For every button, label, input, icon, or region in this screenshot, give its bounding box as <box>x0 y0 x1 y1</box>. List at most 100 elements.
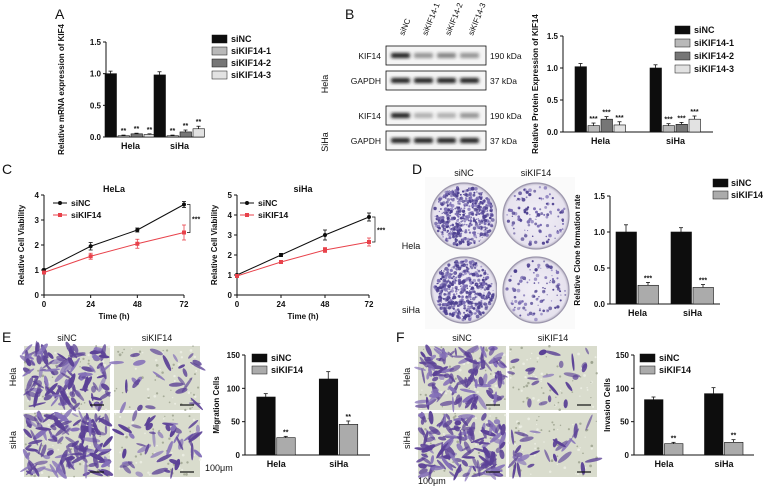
f-bar <box>644 399 664 456</box>
c1-series-line <box>43 204 185 271</box>
panel-a-mrna-chart: 0.0 0.5 1.0 1.5 Relative mRNA expression of … <box>57 24 271 155</box>
d-hela-sinc-colonies <box>433 186 495 247</box>
f-col-label: siKIF14 <box>538 333 569 343</box>
d-legend-swatch <box>712 178 729 188</box>
e-col-label: siNC <box>57 333 77 343</box>
f-legend-label: siKIF14 <box>659 365 691 375</box>
a-bar <box>130 133 143 138</box>
c1-y-axis-label: Relative Cell Viability <box>17 204 26 285</box>
f-y-axis-label: Invasion Cells <box>603 378 612 432</box>
d-bar <box>615 231 637 305</box>
panel-letter-f: F <box>396 329 405 345</box>
a-legend-label: siKIF14-3 <box>231 70 271 80</box>
c2-title: siHa <box>293 184 313 194</box>
c2-series-line <box>236 241 370 277</box>
e-bar <box>276 437 296 456</box>
a-significance: ** <box>134 126 140 133</box>
d-row-label: siHa <box>402 305 420 315</box>
panel-b-protein-chart: 0.0 0.5 1.0 1.5 Relative Protein Expression … <box>531 14 734 154</box>
c1-x-tick-label: 72 <box>180 300 189 309</box>
c2-y-axis-label: Relative Cell Viability <box>210 204 219 285</box>
f-scale-label: 100μm <box>418 476 446 486</box>
c1-series-line <box>43 232 185 273</box>
b-hela-band <box>391 78 410 83</box>
f-legend-swatch <box>639 353 656 363</box>
c2-point <box>279 253 283 257</box>
b-y-tick-label: 0.5 <box>547 96 559 105</box>
b-significance: *** <box>615 115 623 122</box>
c2-point <box>323 248 327 252</box>
c1-sig-bracket <box>187 204 191 233</box>
c1-point <box>88 254 93 259</box>
a-y-tick-label: 1.0 <box>90 70 102 79</box>
b-lane-label: siKIF14-3 <box>467 1 488 37</box>
d-col-label: siKIF14 <box>521 168 552 178</box>
panel-d-clone-chart: 0.0 0.5 1.0 1.5 Relative Clone formation rat… <box>573 178 763 318</box>
c2-x-tick-label: 72 <box>365 300 374 309</box>
b-bar <box>662 125 675 133</box>
b-siha-band <box>460 113 479 118</box>
c1-y-tick-label: 2 <box>35 241 40 250</box>
e-legend-label: siNC <box>271 353 292 363</box>
e-legend-swatch <box>251 353 268 363</box>
f-bar <box>664 443 684 456</box>
d-category-label: Hela <box>628 308 648 318</box>
d-hela-sikif14-colonies <box>506 186 566 246</box>
e-row-label: siHa <box>8 431 18 449</box>
panel-c-hela-viability-chart: 0 1 2 3 4 0 24 48 72 Time (h) Relative Cell Viabil… <box>17 184 200 321</box>
a-legend-label: siKIF14-1 <box>231 46 271 56</box>
c2-point <box>279 260 283 264</box>
a-bar <box>153 74 166 138</box>
f-siha-sinc-cells <box>414 410 506 482</box>
e-legend-swatch <box>251 365 268 375</box>
b-siha-protein-label: KIF14 <box>358 111 381 121</box>
b-siha-band <box>414 138 433 143</box>
e-row-label: Hela <box>8 368 18 387</box>
c1-legend-marker <box>58 213 62 217</box>
b-siha-band <box>437 113 456 118</box>
b-hela-label: Hela <box>320 75 330 94</box>
b-hela-band <box>460 53 479 58</box>
b-legend-swatch <box>674 38 691 48</box>
e-legend-label: siKIF14 <box>271 365 303 375</box>
c1-legend-label: siKIF14 <box>71 210 102 220</box>
c1-point <box>182 202 186 207</box>
panel-d-colony-images: siNC siKIF14 Hela siHa <box>402 168 575 329</box>
b-legend-label: siKIF14-3 <box>694 64 734 74</box>
c2-y-tick-label: 5 <box>228 191 233 200</box>
b-bar <box>675 124 688 133</box>
a-legend-label: siNC <box>231 34 252 44</box>
d-y-tick-label: 0.5 <box>594 264 606 273</box>
c1-legend-marker <box>58 201 62 205</box>
b-siha-band <box>437 138 456 143</box>
e-scale-label: 100μm <box>205 463 233 473</box>
a-bar <box>179 131 192 138</box>
b-legend-swatch <box>674 51 691 61</box>
b-bar <box>574 66 587 133</box>
b-hela-blot-frame <box>385 70 487 91</box>
b-siha-band <box>460 138 479 143</box>
b-legend-label: siKIF14-2 <box>694 51 734 61</box>
b-lane-label: siNC <box>398 17 413 37</box>
c2-sig-bracket <box>372 216 376 243</box>
b-siha-blot-frame <box>385 130 487 151</box>
a-significance: ** <box>183 123 189 130</box>
f-hela-sikif14-field <box>509 346 597 410</box>
c2-x-axis-label: Time (h) <box>288 312 319 321</box>
a-significance: ** <box>147 127 153 134</box>
e-bar <box>338 424 359 456</box>
c1-y-tick-label: 0 <box>35 291 40 300</box>
e-bar <box>256 396 276 456</box>
e-hela-sinc-cells <box>19 340 112 412</box>
b-hela-band <box>437 78 456 83</box>
a-legend-swatch <box>211 34 228 44</box>
d-significance: *** <box>644 275 652 282</box>
b-hela-protein-label: KIF14 <box>358 51 381 61</box>
e-significance: ** <box>346 414 352 421</box>
panel-c-siha-viability-chart: 0 1 2 3 4 5 0 24 48 72 Time (h) Relative Cell Viabi… <box>210 184 385 321</box>
e-y-tick-label: 100 <box>227 384 241 393</box>
b-bar <box>587 125 600 133</box>
b-siha-blot-frame <box>385 105 487 126</box>
panel-f-invasion-chart: 0 50 100 150 Invasion Cells ** Hela ** siHa siNC s… <box>603 351 754 469</box>
f-bar <box>704 393 724 456</box>
